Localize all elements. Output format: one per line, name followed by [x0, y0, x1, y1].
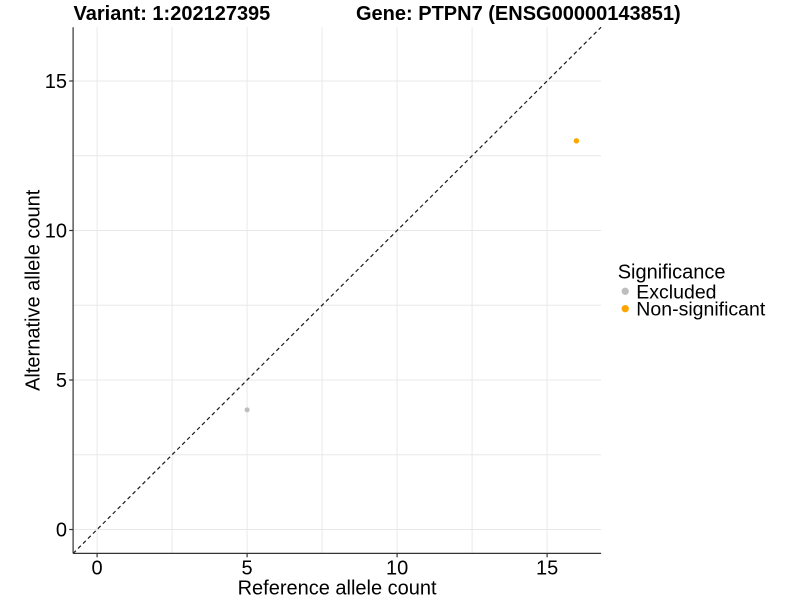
svg-text:15: 15 — [45, 71, 67, 93]
svg-text:5: 5 — [242, 557, 253, 579]
svg-text:5: 5 — [56, 370, 67, 392]
svg-text:Gene: PTPN7 (ENSG00000143851): Gene: PTPN7 (ENSG00000143851) — [356, 3, 681, 25]
svg-text:0: 0 — [92, 557, 103, 579]
svg-text:10: 10 — [386, 557, 408, 579]
svg-text:Excluded: Excluded — [636, 282, 716, 304]
svg-text:Significance: Significance — [618, 262, 726, 284]
svg-text:15: 15 — [536, 557, 558, 579]
svg-text:Non-significant: Non-significant — [636, 299, 766, 321]
svg-text:10: 10 — [45, 221, 67, 243]
svg-text:Variant: 1:202127395: Variant: 1:202127395 — [74, 3, 271, 25]
svg-text:Reference allele count: Reference allele count — [238, 578, 437, 600]
svg-text:0: 0 — [56, 520, 67, 542]
svg-text:Alternative allele count: Alternative allele count — [22, 189, 44, 391]
